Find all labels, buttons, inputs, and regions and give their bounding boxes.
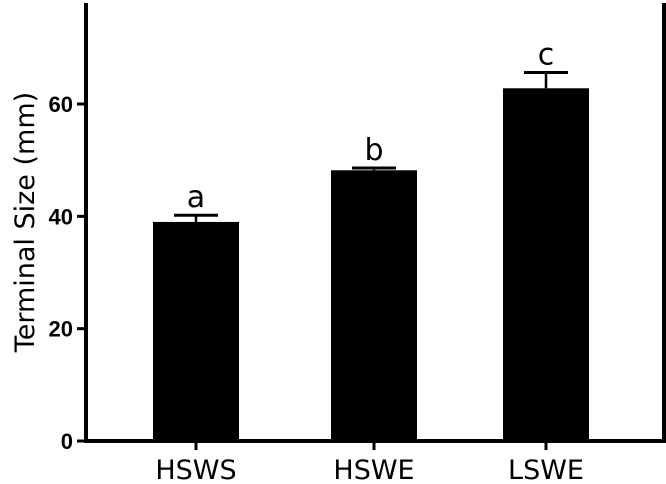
- y-axis-label: Terminal Size (mm): [10, 92, 41, 353]
- y-tick-label: 0: [61, 429, 73, 454]
- x-tick-label: LSWE: [508, 455, 584, 484]
- bar-hswe: [331, 170, 417, 441]
- x-tick-label: HSWS: [155, 455, 236, 484]
- y-tick-label: 60: [49, 92, 73, 117]
- plot-area: 0 20 40 60 a HSWS b HSWE c LSWE: [49, 3, 666, 484]
- bar-hsws: [153, 221, 239, 441]
- significance-letter: c: [538, 38, 555, 73]
- y-tick-label: 20: [49, 317, 73, 342]
- bar-lswe: [503, 88, 589, 442]
- x-tick-label: HSWE: [333, 455, 414, 484]
- significance-letter: b: [364, 133, 383, 168]
- y-tick-label: 40: [49, 204, 73, 229]
- significance-letter: a: [187, 180, 205, 215]
